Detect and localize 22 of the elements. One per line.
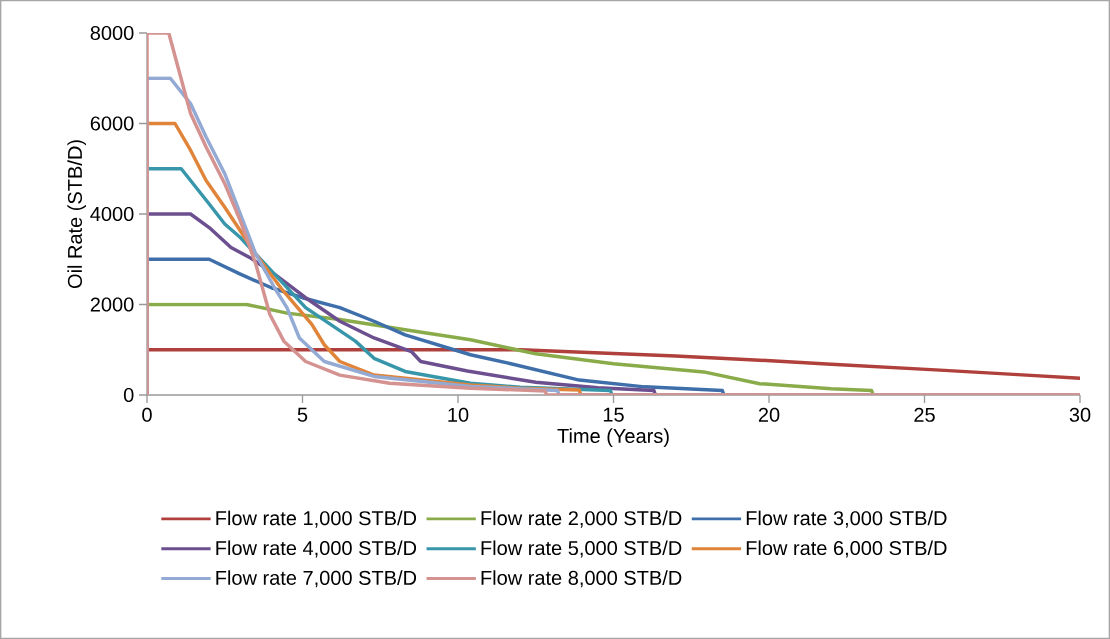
y-axis-title: Oil Rate (STB/D) <box>67 140 86 289</box>
y-tick-label: 8000 <box>90 25 134 41</box>
x-tick-label: 30 <box>1069 407 1091 422</box>
x-tick-label: 15 <box>603 407 624 422</box>
legend-label: Flow rate 3,000 STB/D <box>746 510 947 528</box>
legend-label: Flow rate 5,000 STB/D <box>481 540 682 558</box>
x-tick-label: 5 <box>297 407 308 422</box>
y-tick-label: 2000 <box>90 297 134 312</box>
legend-label: Flow rate 6,000 STB/D <box>746 540 947 558</box>
x-axis-title: Time (Years) <box>557 428 669 447</box>
legend-label: Flow rate 2,000 STB/D <box>481 510 682 528</box>
y-tick-label: 6000 <box>90 116 134 131</box>
x-tick-label: 10 <box>448 407 469 422</box>
y-tick-label: 0 <box>123 387 134 403</box>
legend-label: Flow rate 7,000 STB/D <box>216 570 417 588</box>
x-tick-label: 20 <box>758 407 780 422</box>
legend-label: Flow rate 4,000 STB/D <box>216 540 417 558</box>
x-tick-label: 25 <box>914 407 935 422</box>
y-tick-label: 4000 <box>90 206 134 222</box>
legend-label: Flow rate 1,000 STB/D <box>216 510 417 528</box>
legend-label: Flow rate 8,000 STB/D <box>481 570 682 588</box>
x-tick-label: 0 <box>142 407 152 422</box>
